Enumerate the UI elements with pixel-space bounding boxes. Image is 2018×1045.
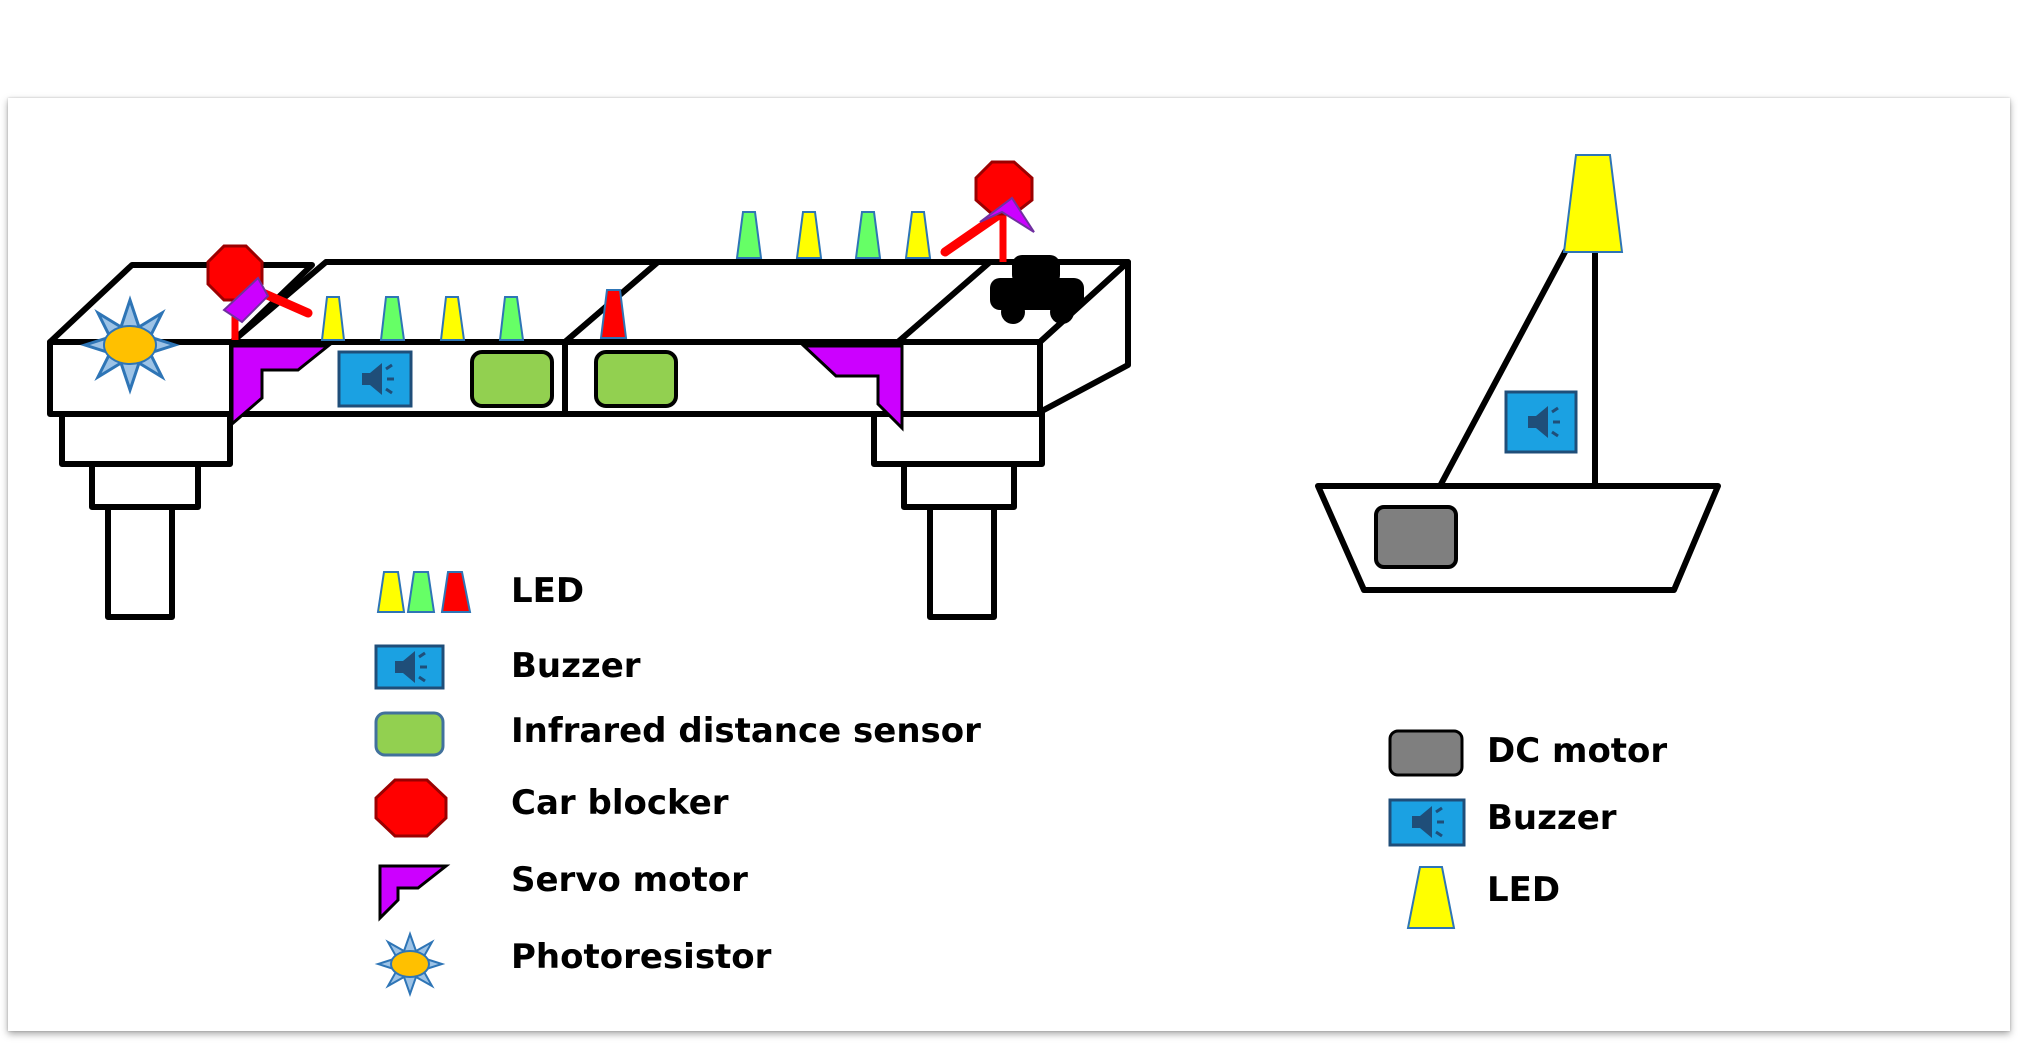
legend-label-led: LED — [1487, 870, 1560, 910]
legend-label-buzzer: Buzzer — [511, 646, 641, 686]
led-icon — [376, 571, 472, 613]
led-2 — [379, 296, 406, 341]
led-6 — [735, 211, 763, 259]
led-9 — [904, 211, 932, 259]
dc-motor-boat — [1374, 505, 1458, 569]
led-5 — [599, 289, 628, 339]
infrared-sensor-icon — [374, 711, 445, 757]
car-blocker-right — [940, 160, 1035, 262]
buzzer-bridge — [337, 350, 413, 408]
legend-label-servo-motor: Servo motor — [511, 860, 748, 900]
bridge-leds-left — [320, 289, 628, 341]
bridge-left-support — [59, 409, 233, 620]
buzzer-boat — [1504, 390, 1578, 454]
car-blocker-icon — [374, 778, 448, 838]
boat-sail-stay — [1437, 248, 1569, 488]
buzzer-icon — [374, 644, 445, 690]
legend-label-buzzer: Buzzer — [1487, 798, 1617, 838]
boat-led — [1562, 154, 1624, 253]
led-4 — [498, 296, 525, 341]
buzzer-icon — [1388, 798, 1466, 847]
led-icon — [1406, 866, 1456, 929]
legend-label-photoresistor: Photoresistor — [511, 937, 772, 977]
bridge — [47, 259, 1131, 620]
car — [990, 255, 1084, 324]
bridge-leds-right — [735, 211, 932, 259]
legend-label-led: LED — [511, 571, 584, 611]
photoresistor-bridge — [80, 295, 180, 395]
infrared-sensor-1 — [470, 350, 554, 408]
led-1 — [320, 296, 346, 341]
led-3 — [439, 296, 466, 341]
boat-legend: DC motor Buzzer LED — [1388, 729, 1667, 929]
photoresistor-icon — [374, 930, 446, 998]
bridge-legend: LED Buzzer Infrared distance sensor Car … — [374, 571, 981, 998]
legend-label-car-blocker: Car blocker — [511, 783, 729, 823]
legend-label-infrared-sensor: Infrared distance sensor — [511, 711, 981, 751]
led-8 — [854, 211, 882, 259]
bridge-right-support — [871, 409, 1045, 620]
dc-motor-icon — [1388, 729, 1464, 777]
car-blocker-left — [206, 244, 313, 340]
servo-motor-icon — [378, 864, 451, 922]
infrared-sensor-2 — [594, 350, 678, 408]
led-7 — [795, 211, 823, 259]
legend-label-dc-motor: DC motor — [1487, 731, 1667, 771]
servo-motor-left — [230, 344, 333, 428]
servo-motor-right — [800, 344, 904, 432]
